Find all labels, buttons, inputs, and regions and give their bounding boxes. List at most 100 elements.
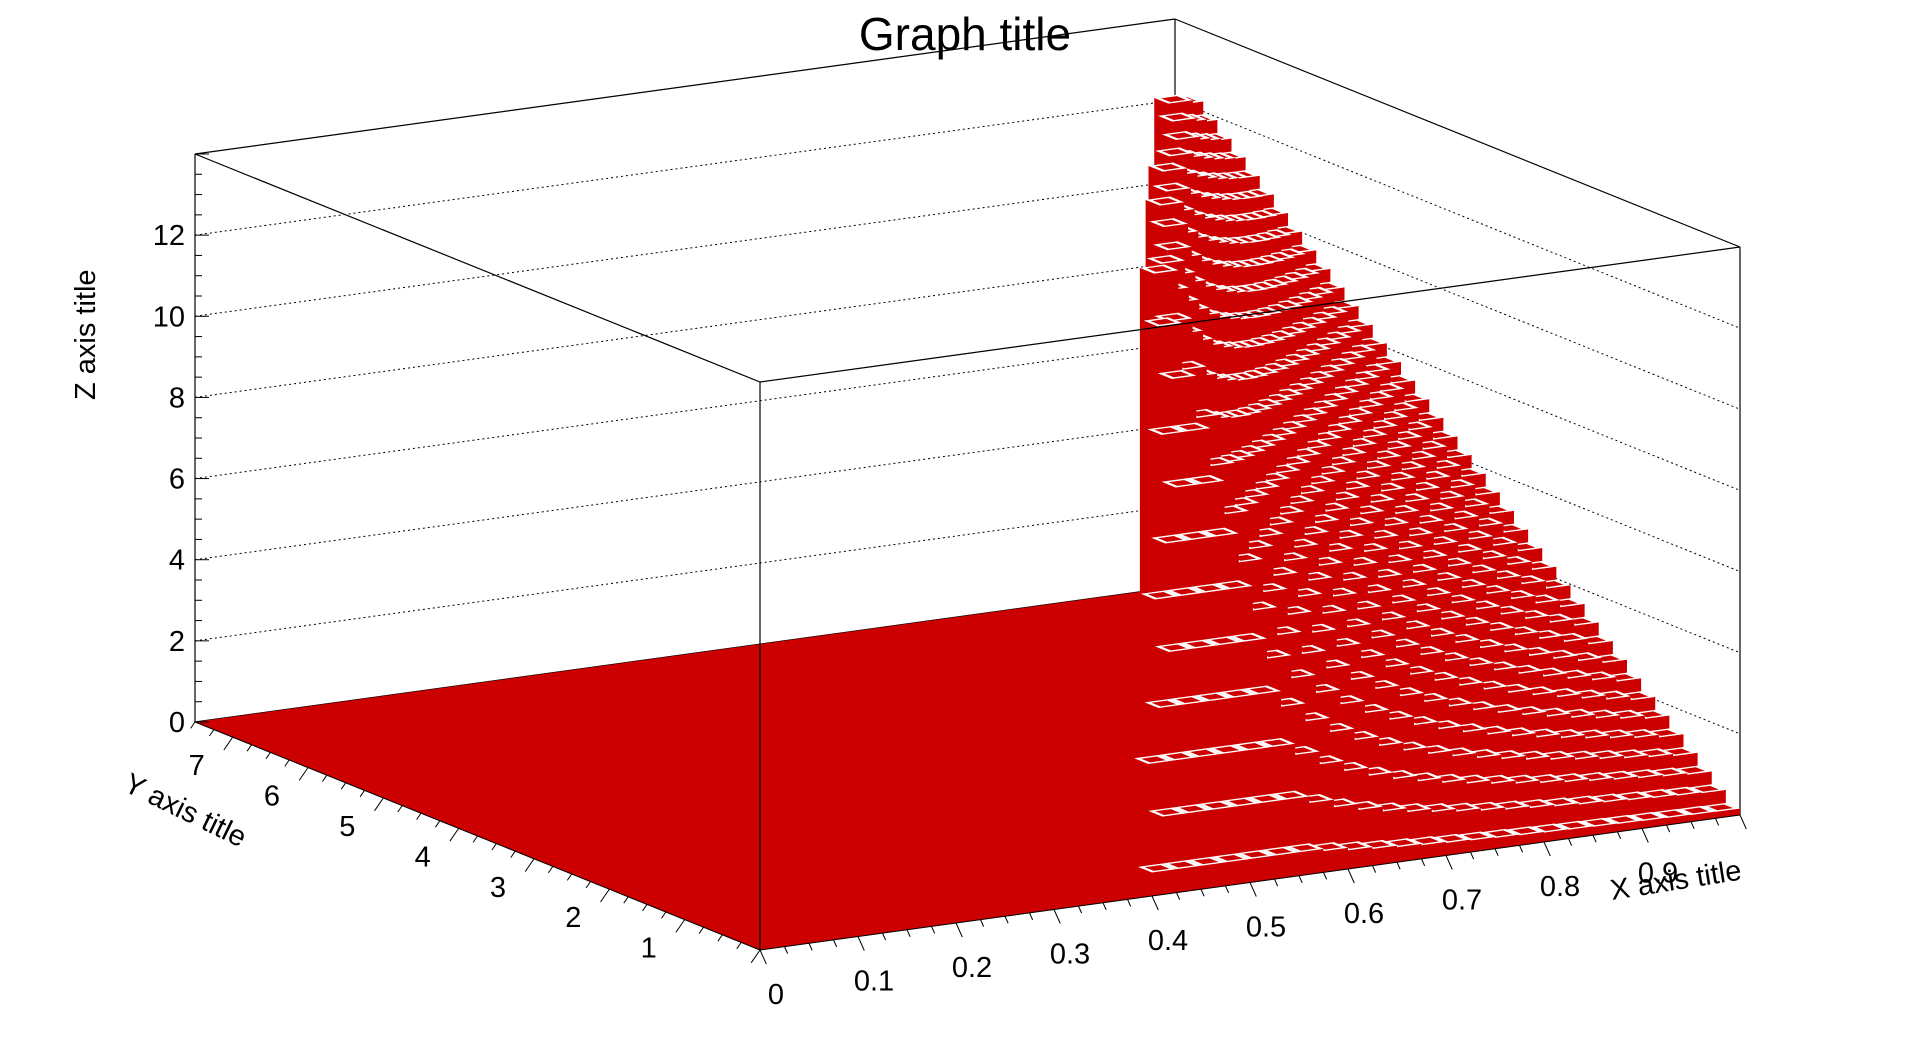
bar-top-inner <box>1192 476 1218 483</box>
bar-top-inner <box>1178 424 1204 430</box>
bar-top-inner <box>1190 749 1215 756</box>
bar-top-inner <box>1168 132 1194 139</box>
bar-front-face <box>1446 839 1471 856</box>
bar-top-inner <box>1150 318 1176 325</box>
grid-line <box>194 99 1176 236</box>
bar-top-inner <box>1172 588 1197 595</box>
x-tick <box>1690 821 1695 829</box>
bar-top-inner <box>1179 805 1205 812</box>
frame-front <box>194 153 1741 950</box>
bar-top-inner <box>1571 797 1597 803</box>
bar-front-face <box>1152 869 1177 896</box>
bar-front-face <box>1299 848 1324 876</box>
bar-front-face <box>1323 847 1348 873</box>
bar-top-inner <box>1463 833 1489 839</box>
y-tick-label: 5 <box>339 811 355 843</box>
bar-top-inner <box>1204 802 1229 809</box>
bar-front-face <box>1348 846 1373 869</box>
x-tick <box>1347 868 1355 884</box>
y-tick-label: 4 <box>415 841 431 873</box>
x-tick <box>784 946 789 954</box>
y-tick <box>322 774 328 782</box>
bar-top-inner <box>1631 770 1656 777</box>
z-tick-label: 2 <box>169 626 185 658</box>
x-tick-label: 0.1 <box>854 966 894 998</box>
x-tick-label: 0.9 <box>1638 858 1678 890</box>
bar-top-inner <box>1210 637 1236 644</box>
x-tick <box>1715 818 1720 826</box>
x-tick <box>1470 851 1475 860</box>
bar-top-inner <box>1159 184 1184 190</box>
y-tick <box>359 790 365 798</box>
x-tick <box>1176 892 1181 900</box>
bar-top-inner <box>1161 96 1186 102</box>
bar-top-inner <box>1193 858 1219 865</box>
y-tick <box>209 729 215 737</box>
x-tick <box>882 932 887 941</box>
lego-bar <box>1137 863 1177 896</box>
bar-top-inner <box>1340 842 1366 849</box>
bar-top-inner <box>1235 634 1261 641</box>
x-tick <box>1151 895 1159 911</box>
x-tick <box>1200 889 1205 897</box>
x-tick <box>1372 865 1377 873</box>
bar-top-inner <box>1596 795 1621 801</box>
y-tick <box>265 752 271 760</box>
bar-top-inner <box>1155 809 1180 815</box>
bar-front-face <box>1397 843 1422 863</box>
bar-top-inner <box>1196 585 1222 592</box>
bar-top-inner <box>1267 848 1293 855</box>
bar-top-inner <box>1547 799 1572 805</box>
x-tick <box>1519 845 1524 853</box>
y-tick <box>661 911 667 919</box>
x-tick <box>1592 835 1597 843</box>
y-axis-title: Y axis title <box>119 768 251 854</box>
y-tick-label: 6 <box>264 781 280 813</box>
bar-top-inner <box>1316 843 1342 850</box>
grid-line <box>194 180 1176 317</box>
bar-front-face <box>1225 859 1250 886</box>
x-tick <box>857 936 865 951</box>
x-tick-label: 0.7 <box>1442 885 1482 917</box>
y-tick <box>435 820 441 828</box>
bar-top-inner <box>1616 750 1642 757</box>
x-tick <box>1421 858 1426 867</box>
bar-top-inner <box>1239 743 1264 749</box>
bar-top-inner <box>1141 756 1166 763</box>
bar-front-face <box>1250 855 1275 883</box>
z-tick-label: 0 <box>169 707 185 739</box>
bar-front-face <box>1519 831 1544 846</box>
x-tick <box>1078 905 1083 914</box>
x-tick <box>1102 902 1107 910</box>
bar-top-inner <box>1207 529 1232 536</box>
bar-top-inner <box>1365 841 1391 848</box>
x-tick <box>1029 912 1034 921</box>
bar-front-face <box>1421 841 1446 859</box>
bar-top-inner <box>1606 772 1632 779</box>
frame-edge <box>1174 18 1741 248</box>
bar-top-inner <box>1169 861 1195 868</box>
x-tick <box>1641 828 1649 843</box>
bar-top-inner <box>1536 825 1562 831</box>
y-tick <box>510 850 516 858</box>
y-tick-label: 3 <box>490 872 506 904</box>
frame-edge <box>759 246 1741 383</box>
y-tick <box>585 881 591 889</box>
y-tick-label: 2 <box>565 902 581 934</box>
x-tick-label: 0.4 <box>1148 925 1188 957</box>
bar-top-inner <box>1182 532 1208 539</box>
x-tick <box>1249 882 1257 897</box>
bar-top-inner <box>1144 865 1170 871</box>
y-tick <box>600 888 610 903</box>
bar-top-inner <box>1242 851 1268 858</box>
x-tick <box>759 949 767 965</box>
bar-top-inner <box>1585 819 1611 826</box>
bar-top-inner <box>1200 693 1226 700</box>
bar-top-inner <box>1162 148 1187 155</box>
x-tick <box>1396 862 1401 870</box>
bar-top-inner <box>1186 641 1212 648</box>
y-tick <box>675 919 686 933</box>
x-tick <box>1617 831 1622 840</box>
z-tick-label: 8 <box>169 382 185 414</box>
